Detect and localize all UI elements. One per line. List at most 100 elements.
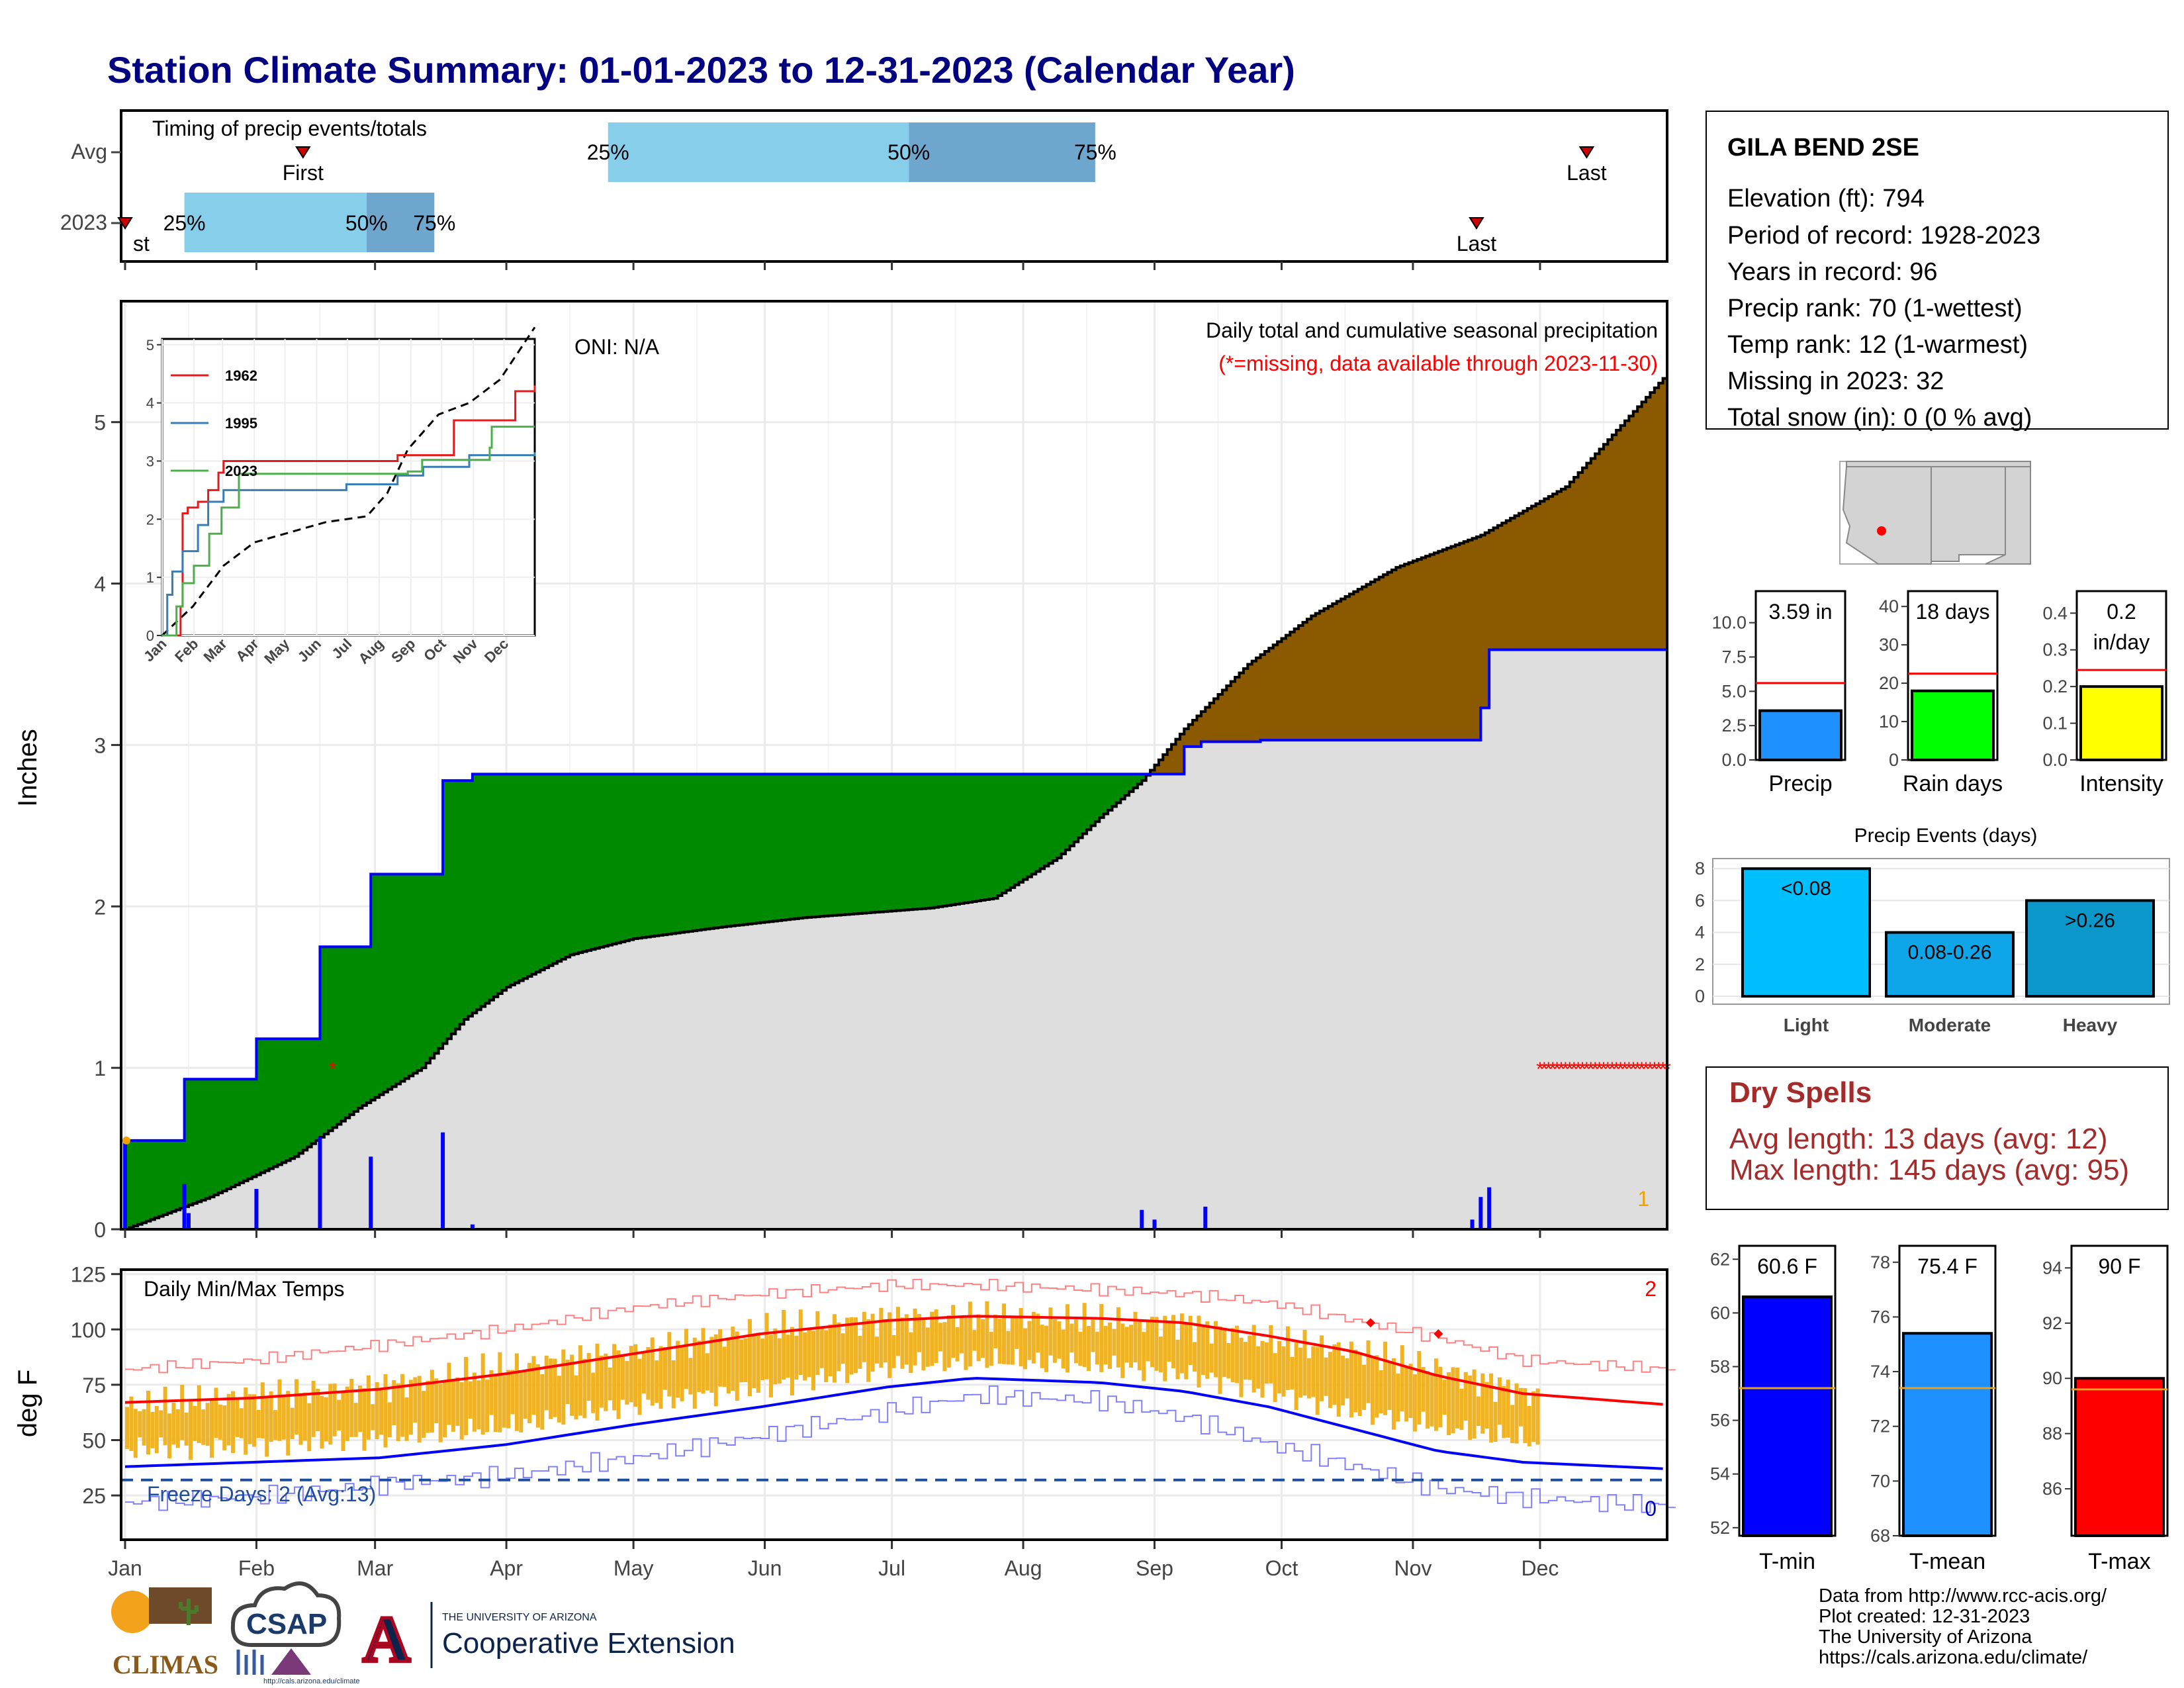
dry-spells-line: Avg length: 13 days (avg: 12) <box>1729 1123 2108 1155</box>
events-bar-label: <0.08 <box>1781 878 1831 900</box>
station-line: Precip rank: 70 (1-wettest) <box>1727 295 2023 322</box>
ua-small-text: THE UNIVERSITY OF ARIZONA <box>442 1612 597 1623</box>
avg-max-line <box>124 1315 1663 1406</box>
missing-marker: * <box>1612 1058 1620 1080</box>
record-max-line <box>125 1278 1676 1374</box>
station-line: Period of record: 1928-2023 <box>1727 222 2040 250</box>
timing-label-50: 50% <box>345 211 388 235</box>
footer-line: https://cals.arizona.edu/climate/ <box>1819 1647 2088 1668</box>
stat-y-tick-label: 2.5 <box>1721 716 1747 735</box>
climas-sun-icon <box>111 1591 154 1633</box>
timing-row-label-2023: 2023 <box>60 211 107 234</box>
daily-precip-bar <box>182 1184 187 1229</box>
precip-events-title: Precip Events (days) <box>1854 825 2038 847</box>
map-arizona <box>1842 466 1932 565</box>
stat-name-label: T-mean <box>1909 1549 1985 1574</box>
dry-spells-frame <box>1706 1066 2169 1210</box>
inset-series-line-1995 <box>162 452 536 637</box>
events-bar-light <box>1741 867 1871 998</box>
temp-x-tick-label: Apr <box>490 1556 523 1580</box>
inset-series-line-1962 <box>162 385 536 637</box>
precip-data: * ******************************* <box>122 373 1671 1231</box>
stat-y-tick-label: 52 <box>1710 1518 1730 1538</box>
missing-marker: * <box>1549 1058 1557 1080</box>
precip-y-tick-label: 5 <box>94 411 106 435</box>
station-name: GILA BEND 2SE <box>1727 134 1919 162</box>
inset-legend-label: 1962 <box>225 367 257 384</box>
temp-x-tick-label: Nov <box>1394 1556 1432 1580</box>
stat-name-label: T-max <box>2088 1549 2150 1574</box>
stat-y-tick-label: 62 <box>1710 1249 1730 1269</box>
stat-name-label: Precip <box>1768 771 1832 796</box>
daily-temp-range-bars <box>125 1301 1540 1460</box>
missing-marker: * <box>1570 1058 1578 1080</box>
stat-bar-T-min <box>1742 1295 1833 1537</box>
precip-y-tick-label: 3 <box>94 733 106 757</box>
precip-y-tick-label: 0 <box>94 1218 106 1242</box>
stat-bar-Precip <box>1758 709 1843 761</box>
inset-legend-label: 2023 <box>225 463 257 479</box>
daily-precip-bar <box>1140 1209 1144 1229</box>
temp-y-tick-label: 100 <box>71 1318 106 1342</box>
inset-y-tick-label: 4 <box>146 395 154 412</box>
cumulative-2023-line <box>124 648 1667 1229</box>
temp-y-tick-label: 125 <box>71 1263 106 1287</box>
timing-label-25: 25% <box>163 211 206 235</box>
dry-spells-line: Max length: 145 days (avg: 95) <box>1729 1154 2129 1186</box>
missing-marker: * <box>1608 1058 1616 1080</box>
daily-precip-bar <box>369 1156 373 1229</box>
temp-data <box>121 1278 1676 1513</box>
timing-label-25: 25% <box>587 140 629 164</box>
temp-x-tick-label: Jun <box>748 1556 782 1580</box>
stat-y-tick-label: 5.0 <box>1721 681 1747 701</box>
timing-last-marker <box>1469 217 1484 230</box>
stat-y-tick-label: 40 <box>1879 596 1899 616</box>
precip-subtitle: (*=missing, data available through 2023-… <box>1218 352 1658 375</box>
temp-x-tick-label: Oct <box>1265 1556 1298 1580</box>
missing-marker: * <box>1647 1058 1655 1080</box>
record-min-line <box>125 1385 1676 1513</box>
stat-y-tick-label: 78 <box>1870 1252 1890 1272</box>
stat-y-tick-label: 54 <box>1710 1464 1730 1484</box>
avg-cumulative-line <box>125 373 1668 1231</box>
station-info-box: GILA BEND 2SE Elevation (ft): 794 Period… <box>1706 111 2169 432</box>
stat-y-tick-label: 0.0 <box>1721 750 1747 770</box>
missing-marker: * <box>1642 1058 1650 1080</box>
daily-precip-bar <box>254 1189 259 1229</box>
events-y-tick-label: 4 <box>1695 923 1705 943</box>
stat-bar-T-max <box>2074 1377 2165 1537</box>
stat-y-tick-label: 0.2 <box>2042 677 2068 696</box>
dry-spells-box: Dry Spells Avg length: 13 days (avg: 12)… <box>1706 1066 2169 1210</box>
events-category-label: Moderate <box>1909 1015 1991 1035</box>
ua-extension-logo: A THE UNIVERSITY OF ARIZONA Cooperative … <box>361 1601 735 1678</box>
stat-y-tick-label: 60 <box>1710 1303 1730 1323</box>
inset-y-tick-label: 5 <box>146 337 154 353</box>
missing-marker: * <box>1557 1058 1565 1080</box>
daily-precip-bar <box>1479 1197 1483 1229</box>
station-location-marker <box>1877 526 1886 536</box>
locator-map <box>1839 461 2031 565</box>
temp-x-tick-label: Feb <box>238 1556 275 1580</box>
stat-name-label: T-min <box>1759 1549 1815 1574</box>
missing-marker: * <box>1625 1058 1633 1080</box>
timing-bar-25-50 <box>184 193 367 252</box>
record-high-marker <box>1433 1329 1443 1338</box>
csap-mountain-icon <box>271 1648 311 1675</box>
stat-name-label: Intensity <box>2079 771 2163 796</box>
missing-marker: * <box>1553 1058 1561 1080</box>
stat-y-tick-label: 88 <box>2042 1424 2062 1444</box>
stat-value-label: 18 days <box>1915 600 1989 624</box>
precip-missing-count: 1 <box>1637 1187 1649 1211</box>
timing-title: Timing of precip events/totals <box>152 117 427 140</box>
inset-series-line-2023 <box>162 426 535 637</box>
inset-y-tick-label: 2 <box>146 511 154 528</box>
daily-precip-bar <box>187 1213 191 1229</box>
missing-marker: * <box>1536 1058 1544 1080</box>
map-utah-colorado <box>1846 461 2031 467</box>
missing-marker: * <box>1655 1058 1662 1080</box>
events-y-tick-label: 0 <box>1695 986 1705 1006</box>
timing-row-label-avg: Avg <box>71 140 107 164</box>
stat-y-tick-label: 0.3 <box>2042 640 2068 660</box>
